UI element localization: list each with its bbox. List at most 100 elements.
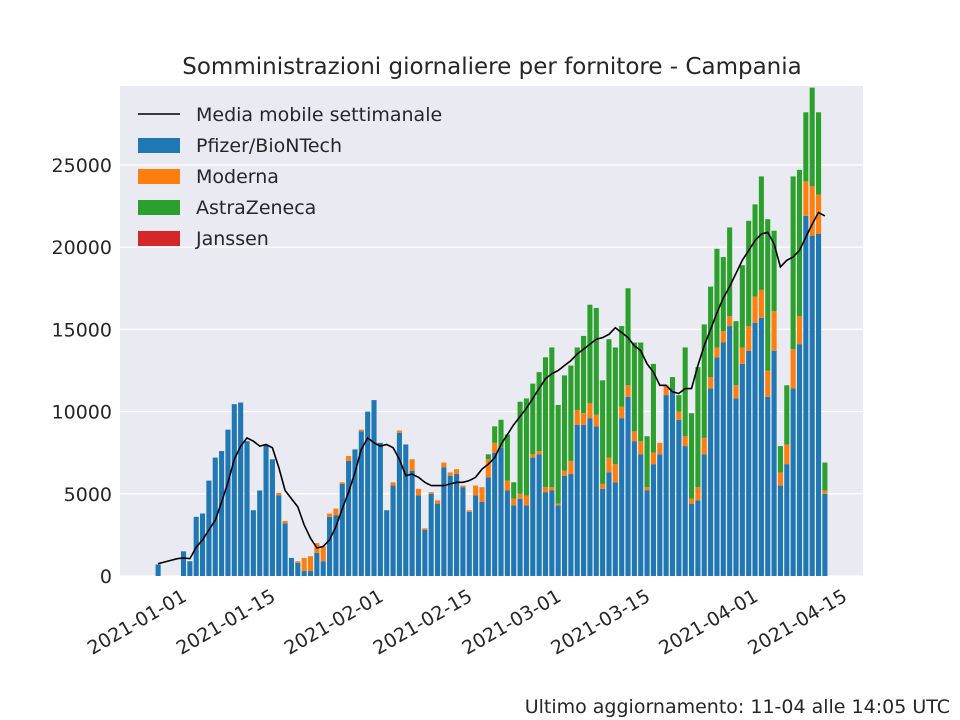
bar bbox=[746, 326, 752, 351]
bar bbox=[612, 347, 618, 465]
bar bbox=[765, 396, 771, 576]
bar bbox=[612, 482, 618, 576]
bar bbox=[530, 457, 536, 576]
bar bbox=[365, 411, 371, 576]
bar bbox=[422, 529, 428, 576]
bar bbox=[434, 500, 441, 504]
bar bbox=[295, 561, 301, 563]
bar bbox=[688, 413, 695, 499]
bar bbox=[708, 286, 714, 378]
bar bbox=[390, 482, 396, 486]
bar bbox=[295, 562, 301, 576]
y-tick-label: 5000 bbox=[64, 484, 112, 506]
bar bbox=[708, 377, 714, 389]
bar bbox=[536, 372, 542, 452]
bar bbox=[498, 419, 504, 448]
bar bbox=[752, 204, 758, 297]
bar bbox=[676, 419, 682, 576]
bar bbox=[460, 487, 466, 576]
bar bbox=[587, 304, 593, 404]
bar bbox=[517, 401, 523, 494]
bar bbox=[549, 347, 555, 488]
bar bbox=[727, 326, 733, 576]
bar bbox=[809, 87, 815, 187]
bar bbox=[593, 414, 599, 427]
bar bbox=[752, 296, 758, 323]
bar bbox=[638, 342, 644, 442]
bar bbox=[733, 385, 739, 399]
bar bbox=[816, 233, 822, 576]
bar bbox=[765, 370, 771, 397]
bar bbox=[682, 436, 688, 447]
bar bbox=[574, 409, 580, 425]
bar bbox=[796, 344, 803, 576]
y-tick-label: 25000 bbox=[52, 155, 112, 177]
bar bbox=[688, 503, 695, 576]
y-tick-label: 15000 bbox=[52, 319, 112, 341]
x-tick-label: 2021-02-01 bbox=[281, 585, 388, 659]
bar bbox=[333, 515, 339, 576]
bar bbox=[536, 454, 542, 576]
bar bbox=[600, 483, 606, 489]
legend-label: Janssen bbox=[195, 228, 269, 250]
bar bbox=[606, 472, 612, 576]
bar bbox=[657, 454, 663, 576]
bar bbox=[733, 398, 739, 576]
bar bbox=[593, 307, 599, 415]
legend-swatch bbox=[138, 138, 180, 153]
bar bbox=[631, 441, 637, 576]
bar bbox=[784, 464, 790, 576]
bar bbox=[663, 395, 669, 576]
bar bbox=[790, 349, 796, 389]
bar bbox=[676, 395, 682, 412]
bar bbox=[701, 437, 707, 455]
bar bbox=[708, 388, 714, 576]
moving-average-line bbox=[157, 211, 826, 565]
bar bbox=[631, 431, 637, 442]
bar bbox=[358, 431, 364, 576]
x-tick-label: 2021-01-01 bbox=[84, 585, 191, 659]
bar bbox=[619, 406, 625, 419]
bar bbox=[606, 457, 612, 473]
bar bbox=[454, 474, 460, 576]
bar bbox=[561, 475, 568, 576]
bar bbox=[473, 485, 479, 496]
bar bbox=[561, 375, 568, 471]
bar bbox=[358, 429, 364, 432]
bar bbox=[739, 265, 745, 348]
bar bbox=[606, 339, 612, 458]
bar bbox=[479, 502, 485, 576]
bar bbox=[352, 449, 358, 576]
bar bbox=[739, 363, 745, 576]
legend-label: Pfizer/BioNTech bbox=[196, 135, 342, 157]
bar bbox=[333, 508, 339, 516]
bar bbox=[631, 342, 637, 432]
bar bbox=[739, 347, 745, 364]
bar bbox=[447, 472, 453, 476]
bar bbox=[307, 556, 314, 572]
bar bbox=[758, 176, 764, 290]
bar bbox=[415, 488, 422, 496]
bar bbox=[441, 462, 447, 468]
legend-swatch bbox=[138, 231, 180, 246]
bar bbox=[796, 169, 803, 317]
x-tick-label: 2021-02-15 bbox=[369, 585, 476, 659]
bar bbox=[454, 469, 460, 475]
bar bbox=[542, 487, 549, 493]
y-tick-label: 10000 bbox=[52, 402, 112, 424]
bar bbox=[638, 454, 644, 576]
bar bbox=[777, 472, 783, 486]
bar bbox=[542, 357, 549, 488]
bar bbox=[790, 176, 796, 350]
bar bbox=[479, 487, 485, 503]
y-tick-label: 0 bbox=[100, 566, 112, 588]
bar bbox=[225, 429, 231, 576]
bar bbox=[492, 442, 498, 453]
bar bbox=[650, 452, 656, 465]
bar bbox=[339, 482, 345, 484]
bar bbox=[816, 112, 822, 195]
bar bbox=[758, 289, 764, 318]
bar bbox=[777, 446, 783, 473]
bar bbox=[301, 571, 307, 576]
bar bbox=[809, 186, 815, 236]
